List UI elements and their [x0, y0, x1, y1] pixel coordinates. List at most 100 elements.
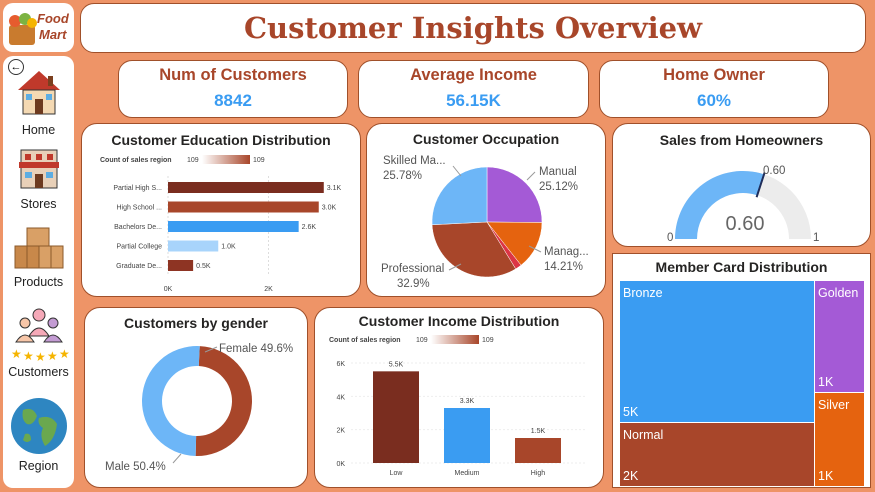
nav-label-stores: Stores: [20, 197, 57, 211]
data-label: 3.0K: [322, 205, 337, 212]
leader-line: [204, 346, 218, 353]
leader-line: [172, 453, 182, 464]
category-label: High School ...: [116, 205, 162, 212]
nav-label-customers: Customers: [8, 365, 69, 379]
tile-value: 5K: [623, 405, 639, 419]
data-label: 0.5K: [196, 263, 211, 270]
customers-icon: ★ ★ ★ ★ ★: [11, 308, 69, 364]
income-bar-chart: Count of sales region 109 109 6K 4K 2K 0K 5.5K L…: [329, 335, 585, 477]
gauge-fill: [675, 171, 765, 239]
kpi-title: Average Income: [410, 66, 537, 84]
chart-title: Sales from Homeowners: [659, 132, 824, 148]
gauge-value: 0.60: [726, 213, 765, 235]
logo-text-mart: Mart: [39, 27, 67, 42]
bar: [373, 371, 419, 463]
svg-text:★: ★: [59, 347, 69, 361]
donut-slice: [195, 346, 252, 456]
leader-line: [448, 263, 462, 271]
chart-title: Customer Occupation: [412, 131, 560, 147]
legend-max: 109: [253, 157, 265, 164]
category-label: Bachelors De...: [114, 224, 162, 231]
category-label: Graduate De...: [116, 263, 162, 270]
sidebar-nav: ← Home Stores: [3, 56, 74, 488]
back-button[interactable]: ←: [8, 59, 24, 75]
nav-item-products[interactable]: Products: [3, 224, 74, 289]
kpi-customers: Num of Customers 8842: [118, 60, 348, 118]
treemap-tile[interactable]: Bronze 5K: [620, 281, 814, 422]
globe-icon: [10, 398, 67, 454]
slice-label: Male 50.4%: [105, 461, 166, 473]
education-bar-chart: Count of sales region 109 109 0K 2K Partial H…: [100, 155, 342, 293]
slice-label: Professional: [381, 263, 444, 275]
y-tick-label: 0K: [336, 461, 345, 468]
data-label: 3.1K: [327, 185, 342, 192]
x-tick-label: Medium: [455, 470, 480, 477]
x-tick-label: 0K: [164, 286, 173, 293]
leader-line: [528, 245, 542, 253]
nav-item-stores[interactable]: Stores: [3, 146, 74, 211]
chart-title: Customers by gender: [124, 315, 268, 331]
home-icon: [17, 71, 60, 115]
x-tick-label: Low: [390, 470, 404, 477]
legend-label: Count of sales region: [329, 337, 401, 344]
back-arrow-icon: ←: [10, 61, 22, 73]
gender-chart-card[interactable]: Customers by gender Female 49.6% Male 50.…: [84, 307, 308, 488]
slice-label: Manual: [539, 166, 577, 178]
logo-basket-icon: [9, 13, 37, 45]
tile-name: Silver: [818, 398, 850, 412]
title-bar: Customer Insights Overview: [80, 3, 866, 53]
bar: [168, 201, 319, 213]
chart-title: Customer Income Distribution: [358, 313, 560, 329]
data-label: 2.6K: [302, 224, 317, 231]
legend-gradient-bar: [202, 155, 250, 164]
data-label: 1.0K: [221, 244, 236, 251]
tile-value: 1K: [818, 375, 834, 389]
svg-text:★: ★: [11, 347, 22, 361]
kpi-homeowner: Home Owner 60%: [599, 60, 829, 118]
foodmart-logo: Food Mart: [3, 3, 74, 52]
treemap-tile[interactable]: Normal 2K: [620, 423, 814, 486]
pie-slice: [431, 221, 517, 278]
homeowner-gauge-card[interactable]: Sales from Homeowners 0.60 0.60 0 1: [612, 123, 871, 247]
income-chart-card[interactable]: Customer Income Distribution Count of sa…: [314, 307, 604, 488]
member-card-treemap-card[interactable]: Member Card Distribution Bronze 5K Golden 1…: [612, 253, 871, 488]
slice-label: Manag...: [544, 246, 589, 258]
legend-min: 109: [416, 337, 428, 344]
x-tick-label: 2K: [264, 286, 273, 293]
box-icon: [14, 227, 63, 269]
chart-title: Member Card Distribution: [655, 259, 828, 275]
tile-name: Golden: [818, 286, 859, 300]
slice-percent: 32.9%: [397, 278, 430, 290]
bar: [168, 182, 324, 193]
pie-slice: [486, 166, 543, 223]
bar: [515, 438, 561, 463]
tile-name: Bronze: [623, 286, 663, 300]
occupation-pie-chart: Manual 25.12% Manag... 14.21% Professional 32…: [381, 155, 589, 290]
kpi-title: Home Owner: [663, 66, 765, 84]
gauge-max: 1: [813, 232, 819, 244]
tile-name: Normal: [623, 428, 664, 442]
occupation-chart-card[interactable]: Customer Occupation Manual 25.12% Manag...…: [366, 123, 606, 297]
gauge-target: [755, 172, 766, 198]
svg-text:★: ★: [47, 349, 58, 362]
kpi-value: 56.15K: [446, 91, 501, 110]
treemap-tile[interactable]: Silver 1K: [815, 393, 864, 486]
nav-item-customers[interactable]: ★ ★ ★ ★ ★ Customers: [3, 306, 74, 379]
category-label: Partial High S...: [113, 185, 162, 192]
chart-title: Customer Education Distribution: [111, 132, 331, 148]
svg-text:★: ★: [23, 349, 34, 362]
y-tick-label: 4K: [336, 394, 345, 401]
treemap-tile[interactable]: Golden 1K: [815, 281, 864, 392]
nav-item-region[interactable]: Region: [3, 396, 74, 473]
legend-max: 109: [482, 337, 494, 344]
education-chart-card[interactable]: Customer Education Distribution Count of…: [81, 123, 361, 297]
kpi-title: Num of Customers: [159, 66, 307, 84]
nav-item-home[interactable]: Home: [3, 68, 74, 137]
leader-line: [452, 165, 462, 177]
slice-label: Skilled Ma...: [383, 155, 446, 167]
pie-slice: [431, 166, 488, 226]
slice-percent: 25.78%: [383, 170, 422, 182]
gauge-min: 0: [667, 232, 673, 244]
donut-slice: [141, 346, 200, 456]
slice-label: Female 49.6%: [219, 343, 293, 355]
